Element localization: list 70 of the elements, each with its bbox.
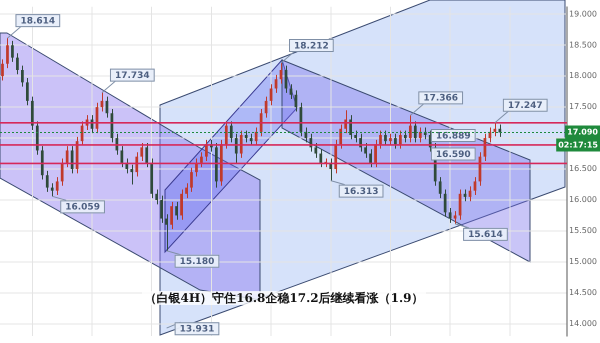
candlestick bbox=[90, 114, 94, 134]
candlestick bbox=[468, 186, 472, 202]
candlestick bbox=[175, 201, 178, 220]
annotation: 17.247 bbox=[508, 101, 543, 112]
candlestick bbox=[80, 120, 84, 146]
candlestick bbox=[106, 96, 108, 118]
y-tick-label: 16.000 bbox=[569, 195, 597, 204]
annotation: 18.212 bbox=[294, 41, 329, 52]
candlestick bbox=[414, 120, 417, 143]
annotation: 17.366 bbox=[423, 94, 458, 104]
candlestick bbox=[280, 62, 282, 84]
annotation: 16.059 bbox=[65, 202, 100, 213]
candlestick bbox=[180, 188, 183, 220]
candlestick bbox=[290, 84, 292, 100]
candlestick bbox=[46, 170, 49, 192]
candlestick bbox=[26, 78, 29, 106]
candlestick bbox=[230, 120, 233, 143]
candlestick bbox=[1, 58, 4, 81]
annotation: 13.931 bbox=[180, 324, 214, 335]
candlestick bbox=[160, 195, 164, 224]
candlestick bbox=[96, 102, 98, 134]
annotation: 15.180 bbox=[180, 257, 214, 268]
annotation: 16.313 bbox=[344, 186, 378, 197]
annotation: 18.614 bbox=[20, 16, 56, 26]
candlestick bbox=[270, 84, 272, 106]
candlestick bbox=[438, 176, 442, 199]
candlestick bbox=[200, 152, 203, 168]
candlestick bbox=[444, 188, 447, 218]
ref-line-label: 17.090 bbox=[567, 128, 598, 137]
y-tick-label: 16.500 bbox=[569, 164, 597, 174]
text: （白银4H）守住16.8企稳17.2后继续看涨（1.9） bbox=[142, 291, 426, 305]
candlestick bbox=[294, 90, 298, 112]
y-tick-label: 15.000 bbox=[569, 256, 597, 266]
candlestick bbox=[369, 148, 372, 168]
candlestick bbox=[205, 139, 208, 162]
candlestick bbox=[274, 74, 278, 94]
annotation: 17.734 bbox=[114, 70, 150, 81]
candlestick bbox=[488, 127, 492, 143]
y-tick-label: 17.500 bbox=[569, 102, 597, 112]
candlestick bbox=[264, 96, 268, 118]
ref-line-label: 16.590 bbox=[436, 150, 471, 160]
candlestick bbox=[374, 139, 377, 168]
y-tick-label: 14.500 bbox=[569, 288, 597, 297]
candlestick bbox=[474, 176, 476, 196]
candlestick bbox=[454, 210, 456, 224]
candlestick bbox=[464, 188, 466, 202]
candlestick bbox=[190, 167, 193, 192]
candlestick bbox=[394, 133, 397, 150]
candlestick bbox=[6, 38, 9, 69]
y-tick-label: 18.000 bbox=[569, 71, 597, 80]
candlestick bbox=[389, 133, 392, 146]
candlestick bbox=[100, 92, 104, 112]
candlestick bbox=[458, 188, 462, 220]
y-tick-label: 15.500 bbox=[569, 226, 597, 236]
y-tick-label: 19.000 bbox=[569, 9, 597, 18]
candlestick bbox=[379, 130, 382, 150]
candlestick bbox=[364, 142, 367, 158]
candlestick bbox=[359, 133, 362, 152]
y-tick-label: 18.500 bbox=[569, 40, 597, 50]
annotation: 15.614 bbox=[468, 230, 503, 240]
y-tick-label: 14.000 bbox=[569, 318, 597, 328]
annotation: 02:17:15 bbox=[558, 140, 598, 150]
candlestick bbox=[170, 201, 173, 230]
candlestick bbox=[16, 52, 19, 75]
candlestick bbox=[484, 133, 486, 162]
candlestick bbox=[11, 40, 14, 62]
candlestick bbox=[284, 65, 288, 94]
candlestick bbox=[185, 182, 188, 199]
candlestick bbox=[21, 65, 24, 88]
candlestick bbox=[384, 130, 387, 146]
